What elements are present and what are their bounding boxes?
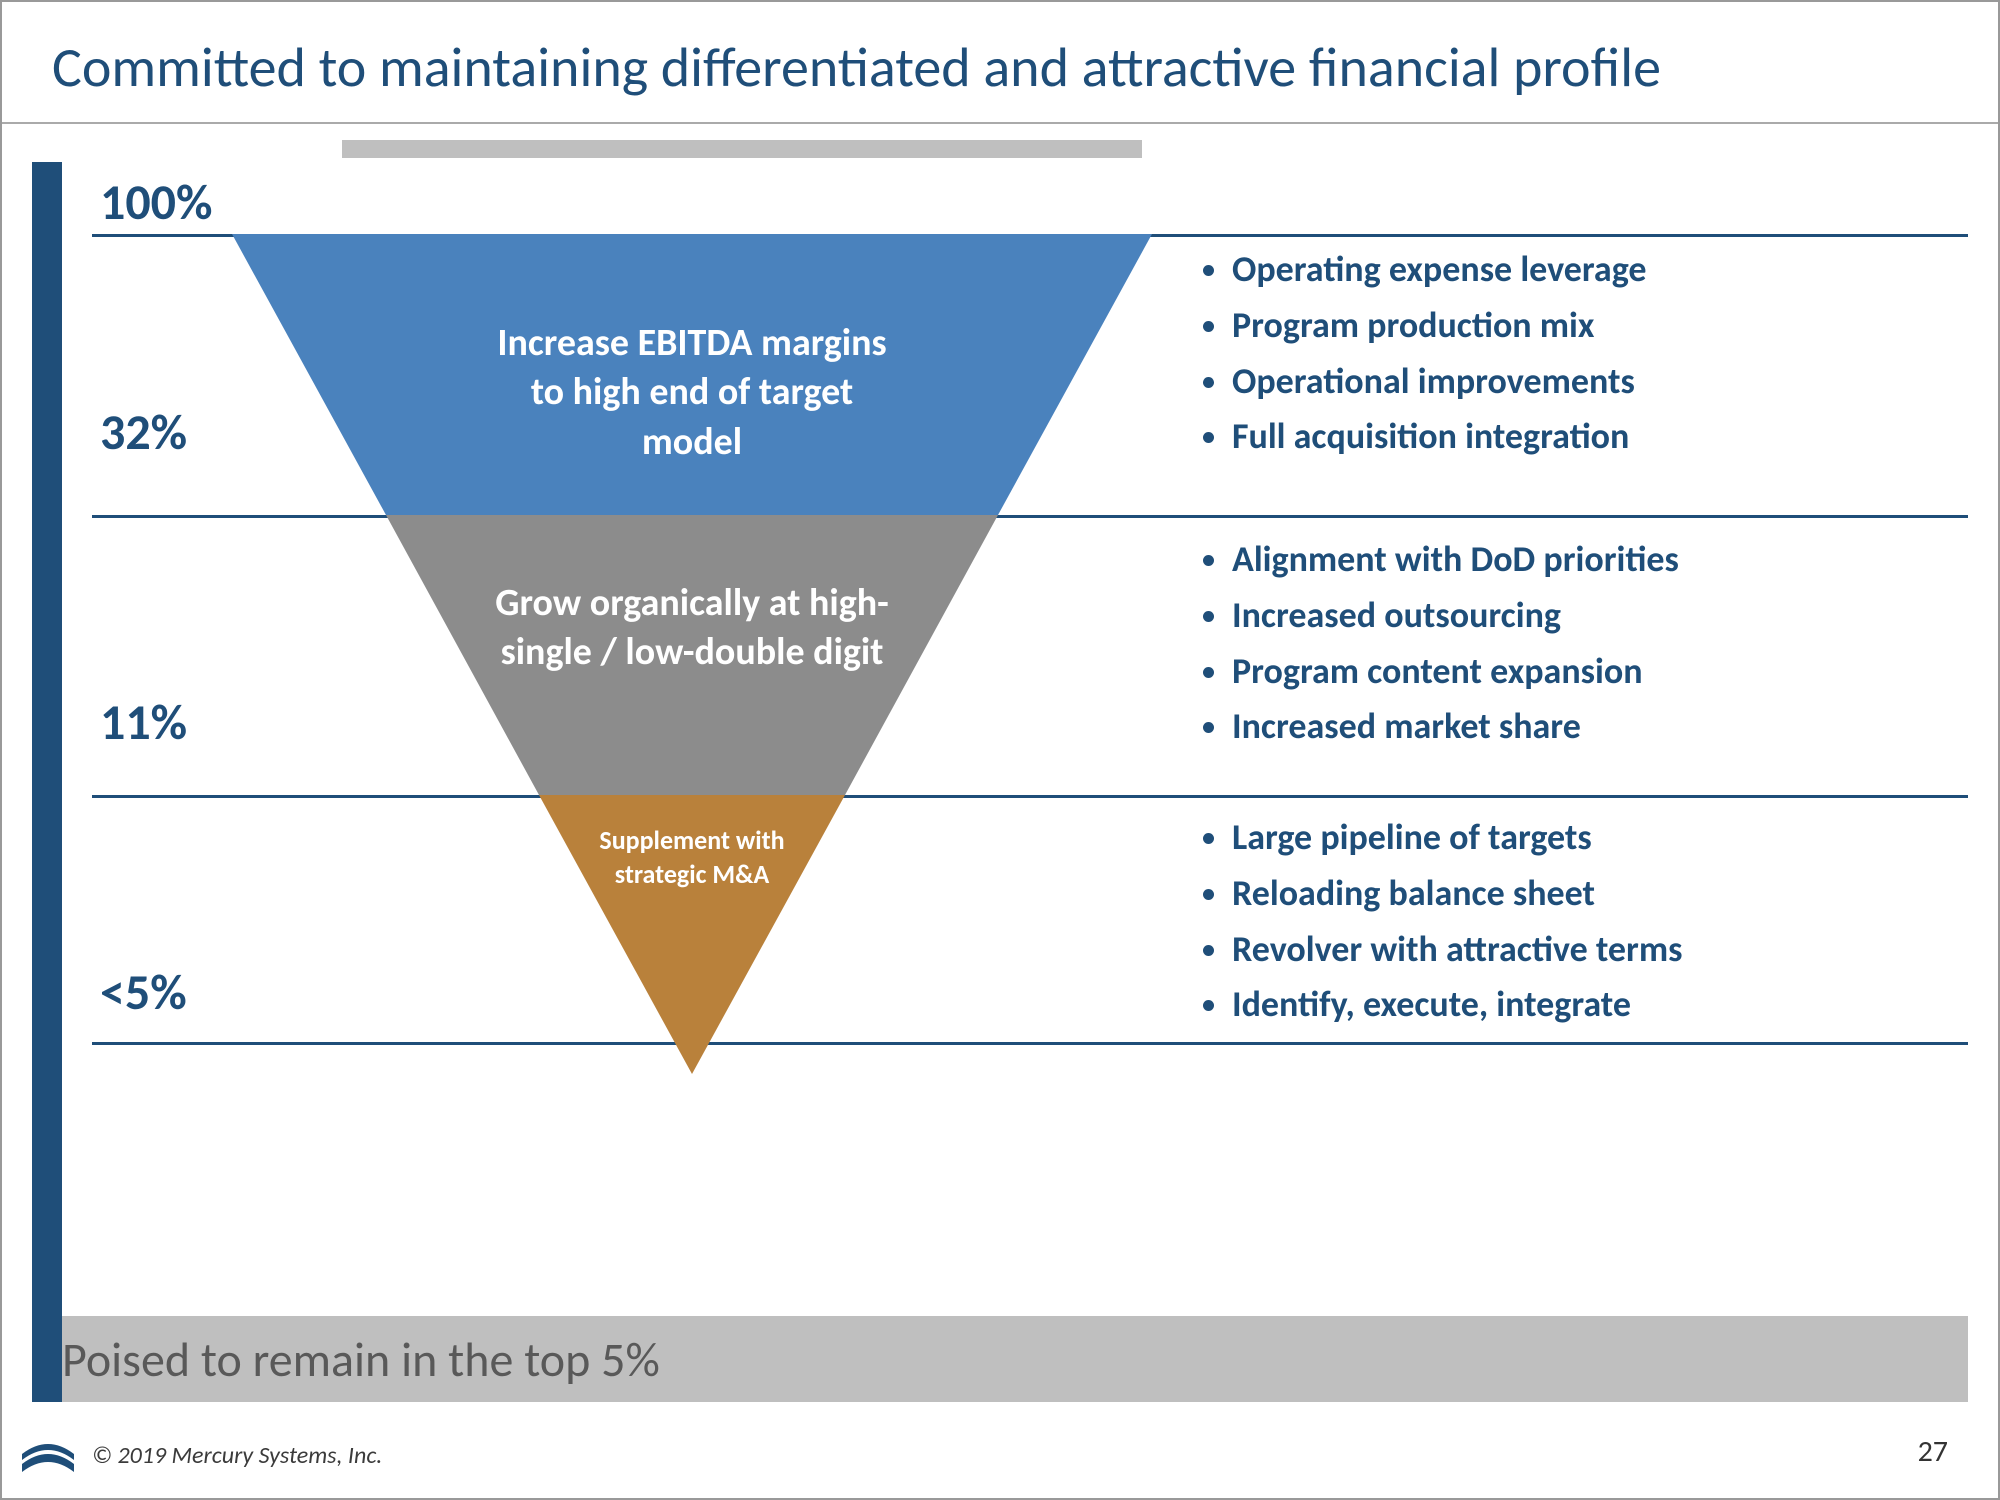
bullet-item: Increased market share <box>1232 699 1948 755</box>
bullet-item: Alignment with DoD priorities <box>1232 532 1948 588</box>
bullet-group-3: Large pipeline of targets Reloading bala… <box>1202 810 1948 1033</box>
footer-accent-left <box>32 1316 62 1402</box>
bullet-item: Program content expansion <box>1232 644 1948 700</box>
title-bar: Committed to maintaining differentiated … <box>2 2 1998 124</box>
funnel-chart: Increase EBITDA margins to high end of t… <box>232 234 1152 1074</box>
footer-text: Poised to remain in the top 5% <box>62 1330 660 1389</box>
content-area: 100% 32% 11% <5% Increase EBITDA margins… <box>32 162 1968 1338</box>
funnel-label-1: Increase EBITDA margins to high end of t… <box>482 319 902 467</box>
title-accent-bar <box>342 140 1142 158</box>
percent-100: 100% <box>100 172 212 233</box>
bullet-group-1: Operating expense leverage Program produ… <box>1202 242 1948 465</box>
funnel-label-2: Grow organically at high-single / low-do… <box>482 579 902 678</box>
funnel-label-3: Supplement with strategic M&A <box>572 824 812 892</box>
bullet-item: Revolver with attractive terms <box>1232 922 1948 978</box>
bullet-item: Operating expense leverage <box>1232 242 1948 298</box>
bullet-item: Reloading balance sheet <box>1232 866 1948 922</box>
copyright-text: © 2019 Mercury Systems, Inc. <box>92 1441 382 1470</box>
bullet-item: Increased outsourcing <box>1232 588 1948 644</box>
page-number: 27 <box>1918 1433 1948 1470</box>
bullet-group-2: Alignment with DoD priorities Increased … <box>1202 532 1948 755</box>
percent-32: 32% <box>100 402 187 463</box>
footer-band: Poised to remain in the top 5% <box>32 1316 1968 1402</box>
slide-title: Committed to maintaining differentiated … <box>52 34 1948 102</box>
bullet-item: Operational improvements <box>1232 354 1948 410</box>
bullet-item: Program production mix <box>1232 298 1948 354</box>
left-side-bar <box>32 162 62 1338</box>
bullet-item: Identify, execute, integrate <box>1232 977 1948 1033</box>
company-logo-icon <box>20 1424 76 1480</box>
bullet-item: Large pipeline of targets <box>1232 810 1948 866</box>
percent-11: 11% <box>100 692 187 753</box>
percent-lt5: <5% <box>100 962 187 1023</box>
bullet-item: Full acquisition integration <box>1232 409 1948 465</box>
slide-container: Committed to maintaining differentiated … <box>2 2 1998 1498</box>
